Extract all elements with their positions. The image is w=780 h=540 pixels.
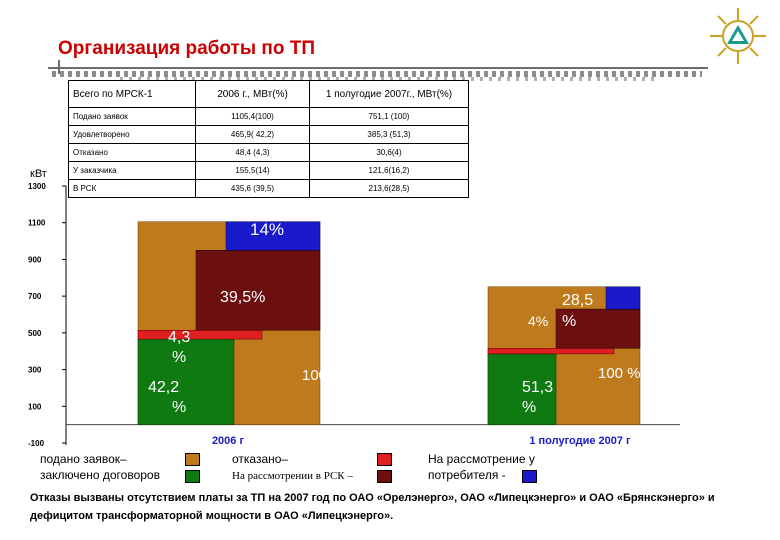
table-header: 1 полугодие 2007г., МВт(%) [309,80,469,108]
table-row: У заказчика 155,5(14) 121,6(16,2) [68,161,469,180]
title-rule [48,67,708,69]
data-label: 4,3 [168,329,190,346]
table-row: Подано заявок 1105,4(100) 751,1 (100) [68,107,469,126]
table-cell: 155,5(14) [195,161,310,180]
table-cell: Удовлетворено [68,125,196,144]
table-cell: 435,6 (39,5) [195,179,310,198]
table-cell: 1105,4(100) [195,107,310,126]
legend-label-refused: отказано– [232,452,289,466]
table-row: Отказано 48,4 (4,3) 30,6(4) [68,143,469,162]
data-label: 16,2 [600,249,631,266]
legend-label-rsk: На рассмотрении в РСК – [232,470,353,482]
table-cell: 385,3 (51,3) [309,125,469,144]
table-header: 2006 г., МВт(%) [195,80,310,108]
table-row: В РСК 435,6 (39,5) 213,6(28,5) [68,179,469,198]
data-label: % [172,349,186,366]
table-cell: Отказано [68,143,196,162]
bar-contracted [137,338,235,425]
bar-refused [487,348,615,355]
y-tick-label: 500 [28,329,42,338]
data-label: 51,3 [522,379,553,396]
data-label: % [172,399,186,416]
y-tick-label: 100 [28,402,42,411]
legend-swatch-consumer [522,470,537,483]
x-tick-label: 1 полугодие 2007 г [529,435,631,447]
y-axis-unit: кВт [30,168,47,180]
title-rule-ticks-secondary [120,77,660,81]
title-rule-ticks [52,71,702,77]
table-cell: Подано заявок [68,107,196,126]
data-label: 28,5 [562,292,593,309]
bar-refused [137,329,263,340]
table-row: Удовлетворено 465,9( 42,2) 385,3 (51,3) [68,125,469,144]
y-tick-label: 1300 [28,182,46,191]
table-header-row: Всего по МРСК-1 2006 г., МВт(%) 1 полуго… [68,80,469,108]
y-tick-label: 300 [28,366,42,375]
data-label: % [562,313,576,330]
data-label: 39,5% [220,289,265,306]
data-label: % [600,269,614,286]
legend-label-consumer-line1: На рассмотрение у [428,452,535,466]
legend-swatch-rsk [377,470,392,483]
y-tick-label: 700 [28,292,42,301]
y-tick-label: 1100 [28,219,46,228]
legend-label-contracted: заключено договоров [40,468,160,482]
y-tick-label: 900 [28,255,42,264]
bar-contracted [487,353,557,425]
data-label: 14% [250,220,284,239]
bar-rsk [555,308,641,349]
table-cell: 30,6(4) [309,143,469,162]
data-label: 42,2 [148,379,179,396]
y-tick-label: -100 [28,439,45,448]
data-label: 100 % [302,367,345,384]
data-label: 4% [528,313,548,329]
legend-label-consumer-line2: потребителя - [428,468,506,482]
legend-swatch-contracted [185,470,200,483]
legend-swatch-submitted [185,453,200,466]
table-cell: 48,4 (4,3) [195,143,310,162]
data-label: 100 % [598,365,641,382]
table-cell: 751,1 (100) [309,107,469,126]
table-header: Всего по МРСК-1 [68,80,196,108]
data-label: % [522,399,536,416]
bar-consumer [225,221,321,251]
table-cell: В РСК [68,179,196,198]
table-cell: 213,6(28,5) [309,179,469,198]
legend-swatch-refused [377,453,392,466]
table-cell: У заказчика [68,161,196,180]
bar-rsk [195,250,321,331]
company-logo-icon [710,8,766,64]
table-cell: 465,9( 42,2) [195,125,310,144]
legend-label-submitted: подано заявок– [40,452,127,466]
summary-table: Всего по МРСК-1 2006 г., МВт(%) 1 полуго… [68,80,469,198]
bar-consumer [605,286,641,310]
x-tick-label: 2006 г [212,435,245,447]
page-title: Организация работы по ТП [58,38,315,59]
footnote: Отказы вызваны отсутствием платы за ТП н… [30,492,715,522]
table-cell: 121,6(16,2) [309,161,469,180]
